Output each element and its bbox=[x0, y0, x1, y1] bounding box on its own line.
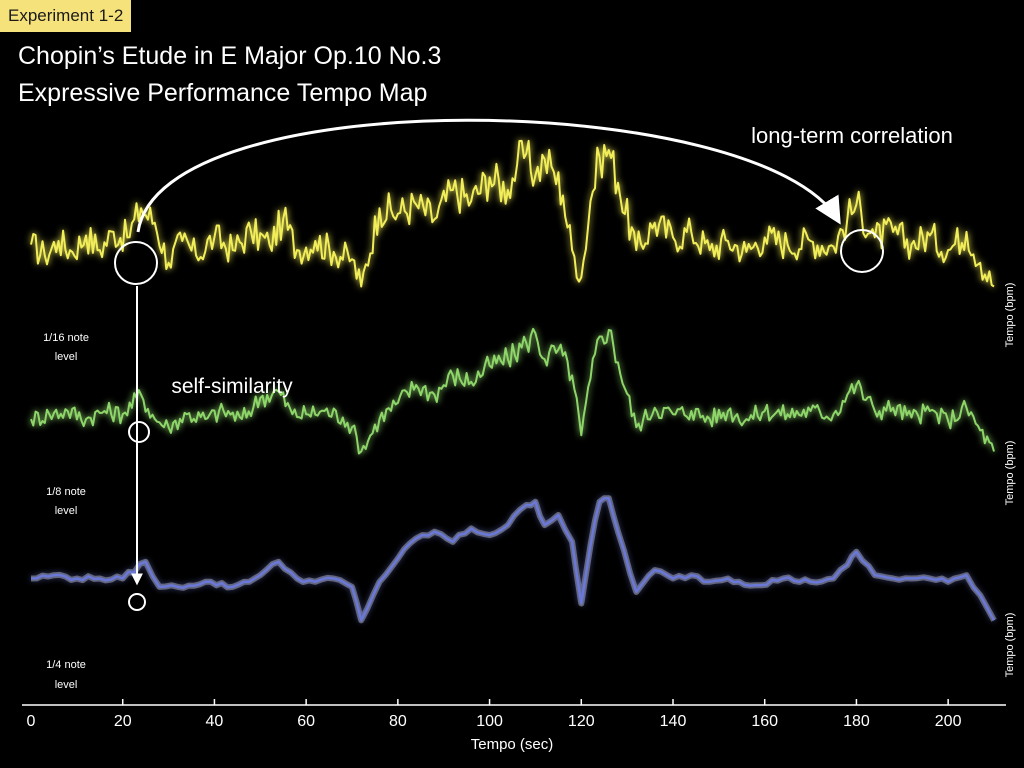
experiment-badge: Experiment 1-2 bbox=[0, 0, 132, 32]
x-tick-label: 200 bbox=[935, 713, 962, 730]
long-term-correlation-label: long-term correlation bbox=[751, 123, 953, 148]
series-line-sixteenth bbox=[30, 139, 995, 288]
chart-title-block: Chopin’s Etude in E Major Op.10 No.3 Exp… bbox=[18, 38, 441, 112]
annotations: long-term correlation self-similarity bbox=[114, 118, 953, 611]
series-line-eighth bbox=[30, 327, 995, 455]
x-axis: 0 20 40 60 80 100 120 140 160 180 200 Tempo (sec) bbox=[22, 699, 1006, 753]
x-tick-label: 160 bbox=[751, 713, 778, 730]
x-tick-label: 0 bbox=[27, 713, 36, 730]
long-term-correlation-arrow bbox=[136, 118, 841, 233]
highlight-circle-quarter bbox=[128, 593, 146, 611]
series-line-quarter bbox=[30, 496, 996, 622]
highlight-circle-sixteenth-left bbox=[114, 241, 158, 285]
x-tick-label: 20 bbox=[114, 713, 132, 730]
series-label-quarter-line2: level bbox=[55, 679, 78, 691]
series-label-quarter-line1: 1/4 note bbox=[46, 659, 86, 671]
x-tick-label: 80 bbox=[389, 713, 407, 730]
self-similarity-label: self-similarity bbox=[171, 375, 293, 398]
series-label-eighth-line2: level bbox=[55, 505, 78, 517]
series-labels: 1/16 note level 1/8 note level 1/4 note … bbox=[43, 332, 89, 691]
y-axis-label-quarter: Tempo (bpm) bbox=[1004, 613, 1016, 678]
x-tick-label: 140 bbox=[660, 713, 687, 730]
x-ticks: 0 20 40 60 80 100 120 140 160 180 200 bbox=[27, 699, 962, 730]
series-label-eighth-line1: 1/8 note bbox=[46, 486, 86, 498]
series-label-sixteenth-line1: 1/16 note bbox=[43, 332, 89, 344]
y-axis-label-eighth: Tempo (bpm) bbox=[1004, 441, 1016, 506]
y-axis-label-sixteenth: Tempo (bpm) bbox=[1004, 283, 1016, 348]
series-layer bbox=[30, 139, 997, 624]
x-tick-label: 120 bbox=[568, 713, 595, 730]
chart-title-line2: Expressive Performance Tempo Map bbox=[18, 79, 428, 107]
y-axis-labels: Tempo (bpm) Tempo (bpm) Tempo (bpm) bbox=[1004, 283, 1016, 678]
x-tick-label: 60 bbox=[297, 713, 315, 730]
x-tick-label: 100 bbox=[476, 713, 503, 730]
x-tick-label: 180 bbox=[843, 713, 870, 730]
x-axis-title: Tempo (sec) bbox=[471, 736, 554, 753]
highlight-circle-sixteenth-right bbox=[840, 229, 884, 273]
series-label-sixteenth-line2: level bbox=[55, 351, 78, 363]
chart-title-line1: Chopin’s Etude in E Major Op.10 No.3 bbox=[18, 42, 442, 70]
x-tick-label: 40 bbox=[206, 713, 224, 730]
highlight-circle-eighth bbox=[128, 421, 150, 443]
